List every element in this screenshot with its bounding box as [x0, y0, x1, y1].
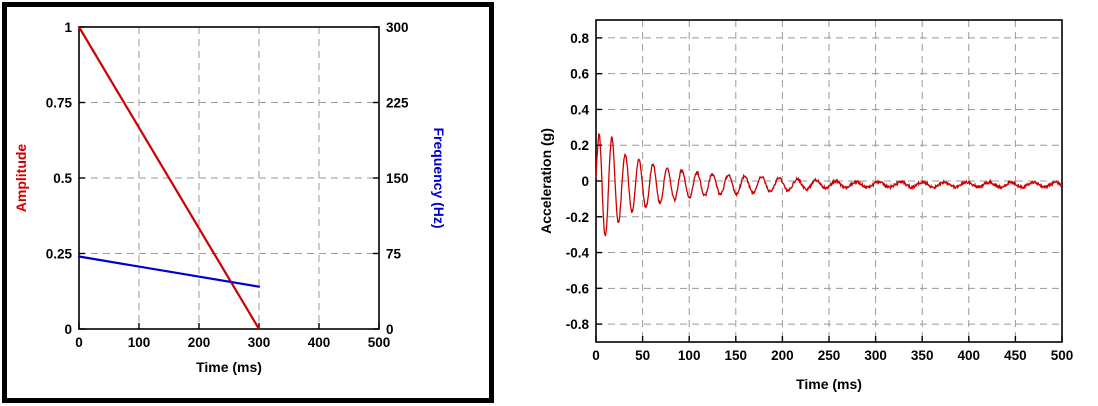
- svg-text:0.75: 0.75: [46, 96, 73, 111]
- svg-text:400: 400: [308, 335, 331, 350]
- acceleration-response-figure: Acceleration (g) 0 50 100 150 200 250 300 350 40…: [532, 0, 1098, 406]
- sweep-profile-figure: Amplitude Frequency (Hz) 0 100 200 300 400 50…: [2, 2, 494, 403]
- svg-text:50: 50: [635, 348, 650, 363]
- svg-text:-0.4: -0.4: [566, 246, 590, 261]
- amplitude-axis-label: Amplitude: [13, 143, 29, 213]
- sweep-profile-plot: 0 100 200 300 400 50000.250.50.75107515022530…: [46, 20, 409, 350]
- amplitude-series-line: [77, 25, 261, 331]
- svg-text:300: 300: [248, 335, 271, 350]
- svg-text:-0.6: -0.6: [566, 281, 590, 296]
- svg-text:300: 300: [386, 20, 409, 35]
- acceleration-series-line: [595, 132, 1063, 237]
- svg-text:0: 0: [581, 174, 589, 189]
- svg-text:0.4: 0.4: [570, 102, 589, 117]
- svg-text:-0.2: -0.2: [566, 210, 589, 225]
- svg-text:500: 500: [368, 335, 391, 350]
- svg-text:0: 0: [64, 322, 72, 337]
- svg-text:0.5: 0.5: [53, 171, 72, 186]
- svg-text:400: 400: [958, 348, 981, 363]
- svg-text:350: 350: [911, 348, 934, 363]
- svg-text:150: 150: [725, 348, 748, 363]
- svg-text:0: 0: [75, 335, 83, 350]
- svg-text:150: 150: [386, 171, 409, 186]
- time-axis-label-2: Time (ms): [796, 376, 862, 392]
- svg-text:225: 225: [386, 96, 409, 111]
- svg-text:100: 100: [128, 335, 151, 350]
- svg-text:0.2: 0.2: [570, 138, 589, 153]
- svg-text:0.25: 0.25: [46, 247, 73, 262]
- svg-text:0.8: 0.8: [570, 31, 589, 46]
- svg-text:300: 300: [864, 348, 887, 363]
- svg-text:100: 100: [678, 348, 701, 363]
- time-axis-label-1: Time (ms): [196, 359, 262, 375]
- svg-text:200: 200: [188, 335, 211, 350]
- svg-text:75: 75: [386, 247, 402, 262]
- svg-text:0: 0: [386, 322, 394, 337]
- svg-text:250: 250: [818, 348, 841, 363]
- svg-text:0.6: 0.6: [570, 67, 589, 82]
- svg-text:1: 1: [64, 20, 72, 35]
- svg-text:500: 500: [1051, 348, 1074, 363]
- acceleration-axis-label: Acceleration (g): [538, 128, 554, 234]
- acceleration-response-plot: 0 50 100 150 200 250 300 350 400 450 500 -0.8 -0.6 -0…: [566, 19, 1074, 363]
- svg-text:450: 450: [1004, 348, 1027, 363]
- svg-text:200: 200: [771, 348, 794, 363]
- svg-text:-0.8: -0.8: [566, 317, 590, 332]
- frequency-axis-label: Frequency (Hz): [431, 127, 447, 229]
- svg-text:0: 0: [592, 348, 600, 363]
- frequency-series-line: [77, 255, 261, 288]
